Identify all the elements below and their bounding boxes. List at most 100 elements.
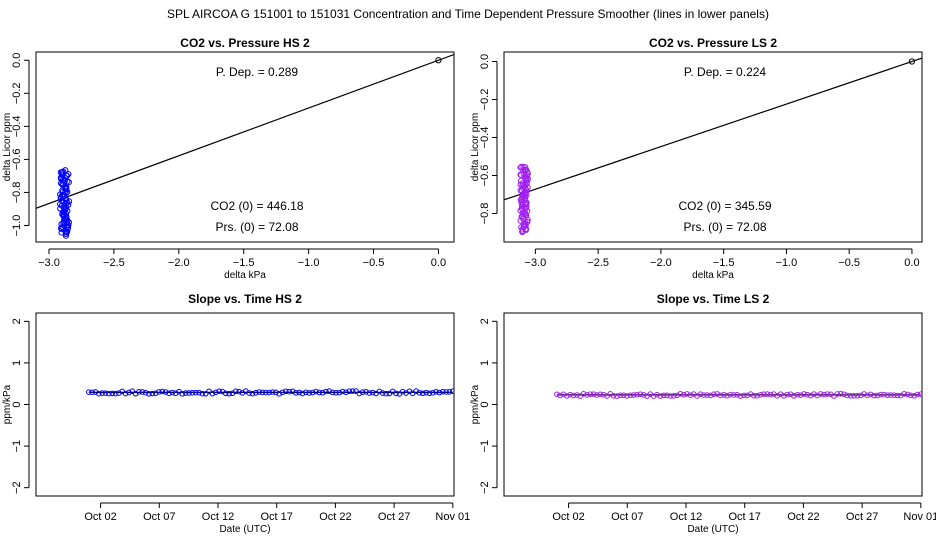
co2-annotation: CO2 (0) = 345.59 <box>678 199 771 213</box>
data-point <box>379 390 386 396</box>
panel-title: Slope vs. Time LS 2 <box>657 292 770 306</box>
data-point <box>149 390 156 397</box>
data-point <box>821 391 827 398</box>
data-point <box>366 390 373 396</box>
data-point <box>814 392 821 399</box>
x-tick-label: −3.0 <box>525 257 547 269</box>
data-point <box>751 392 757 399</box>
data-point <box>122 390 129 397</box>
data-point <box>650 393 657 399</box>
data-point <box>854 392 861 399</box>
y-tick-label: 0.0 <box>479 54 491 69</box>
data-point <box>189 389 196 396</box>
data-point <box>811 391 817 397</box>
data-point <box>754 392 760 399</box>
data-point <box>323 388 329 395</box>
panel-title: CO2 vs. Pressure HS 2 <box>180 36 310 50</box>
data-point <box>343 389 349 396</box>
x-axis-label: delta kPa <box>692 270 734 281</box>
data-point <box>446 389 453 395</box>
data-point <box>259 389 266 396</box>
y-tick-label: −0.8 <box>11 182 23 204</box>
data-point <box>399 388 406 395</box>
y-tick-label: −2 <box>11 481 23 494</box>
y-tick-label: −0.4 <box>479 127 491 149</box>
data-point <box>450 388 454 394</box>
data-point <box>393 390 399 397</box>
data-point <box>590 391 597 397</box>
data-point <box>597 391 604 398</box>
plot-area <box>554 390 922 399</box>
data-point <box>911 393 917 399</box>
data-point <box>333 389 339 396</box>
data-point <box>179 391 186 397</box>
x-axis-label: Date (UTC) <box>219 524 270 535</box>
plot-frame <box>503 51 923 243</box>
data-point <box>664 392 670 399</box>
pressure-annotation: Prs. (0) = 72.08 <box>683 220 766 234</box>
y-tick-label: 0.0 <box>11 53 23 68</box>
data-point <box>871 392 877 399</box>
data-point <box>824 391 831 397</box>
y-tick-label: −2 <box>479 481 491 494</box>
data-point <box>216 388 222 394</box>
x-tick-label: −0.5 <box>363 257 385 269</box>
data-point <box>336 389 343 396</box>
data-point <box>914 391 921 398</box>
plot-frame <box>35 312 455 497</box>
data-point <box>817 391 824 397</box>
data-point <box>660 392 667 399</box>
data-point <box>894 392 901 399</box>
data-point <box>570 392 577 399</box>
data-point <box>627 392 634 399</box>
y-tick-label: −1.0 <box>11 215 23 237</box>
data-point <box>309 389 316 396</box>
x-tick-label: Oct 07 <box>143 511 175 523</box>
x-tick-label: −2.0 <box>650 257 672 269</box>
data-point <box>209 390 216 397</box>
panel-3: Slope vs. Time HS 2 Oct 02 Oct 07 Oct 12 Oct… <box>2 292 470 535</box>
data-point <box>299 390 306 397</box>
data-point <box>169 389 176 396</box>
data-point <box>891 392 897 398</box>
pressure-annotation: Prs. (0) = 72.08 <box>215 220 298 234</box>
x-tick-label: −1.0 <box>776 257 798 269</box>
plot-area <box>504 57 922 236</box>
data-point <box>303 389 309 396</box>
panel-1: CO2 vs. Pressure HS 2 −3.0 −2.5 −2.0 −1.5 −1.… <box>2 36 455 281</box>
data-point <box>359 389 366 395</box>
data-point <box>554 391 560 398</box>
y-tick-label: 1 <box>11 360 23 366</box>
data-point <box>293 390 299 396</box>
data-point <box>580 390 587 397</box>
data-point <box>874 392 881 399</box>
data-point <box>319 389 326 396</box>
data-point <box>804 391 811 398</box>
data-point <box>369 389 376 396</box>
data-point <box>707 392 714 399</box>
data-point <box>724 392 730 399</box>
data-point <box>744 392 750 399</box>
y-axis-label: ppm/kPa <box>2 384 13 424</box>
x-tick-label: Oct 02 <box>84 511 116 523</box>
panel-title: Slope vs. Time HS 2 <box>188 292 302 306</box>
data-point <box>737 393 744 399</box>
data-point <box>339 388 346 395</box>
data-point <box>884 392 891 398</box>
data-point <box>443 389 449 395</box>
data-point <box>89 389 95 396</box>
data-point <box>306 390 313 396</box>
data-point <box>887 392 894 398</box>
data-point <box>383 390 389 397</box>
data-point <box>136 389 142 395</box>
x-tick-label: Nov 01 <box>903 511 936 523</box>
fit-line <box>504 57 922 201</box>
panel-title: CO2 vs. Pressure LS 2 <box>649 36 777 50</box>
x-tick-label: Oct 22 <box>787 511 819 523</box>
data-point <box>784 391 791 398</box>
data-point <box>433 389 439 395</box>
data-point <box>881 391 887 398</box>
data-point <box>152 390 159 397</box>
x-tick-label: Oct 22 <box>319 511 351 523</box>
data-point <box>279 389 286 396</box>
